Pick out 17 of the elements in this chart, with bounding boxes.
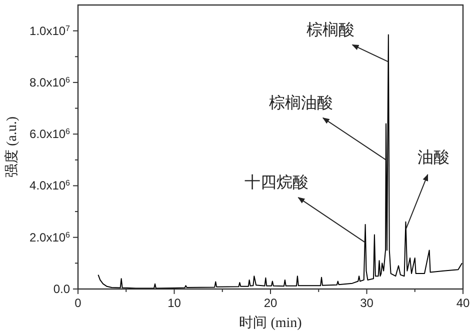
y-tick-label: 1.0x10$^{7}$ [30, 23, 71, 38]
x-tick-label: 40 [456, 296, 470, 310]
annotation: 棕榈酸 [306, 20, 354, 39]
y-tick-label: 4.0x10$^{6}$ [30, 178, 71, 193]
x-tick-label: 0 [74, 296, 82, 310]
x-tick-label: 20 [264, 296, 278, 310]
y-tick-label: 2.0x10$^{6}$ [30, 230, 71, 244]
y-tick-label: 0.0 [53, 282, 70, 296]
annotation: 油酸 [418, 148, 450, 167]
y-tick-label: 8.0x10$^{6}$ [30, 74, 71, 90]
y-axis-title: 强度 (a.u.) [4, 116, 20, 178]
x-axis-title: 时间 (min) [239, 315, 302, 331]
x-tick-label: 30 [360, 296, 374, 310]
annotation: 十四烷酸 [244, 174, 308, 192]
annotation: 棕榈油酸 [269, 94, 333, 112]
x-tick-label: 10 [168, 296, 182, 310]
y-tick-label: 6.0x10$^{6}$ [30, 126, 71, 142]
